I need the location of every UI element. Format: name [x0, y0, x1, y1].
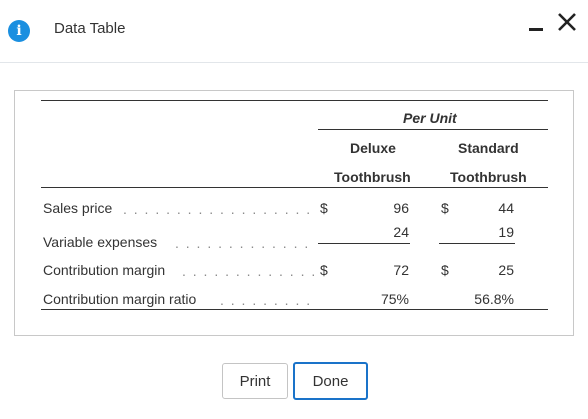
standard-header-line2: Toothbrush — [450, 169, 527, 185]
done-button[interactable]: Done — [293, 362, 368, 400]
header-rule — [41, 187, 548, 188]
deluxe-contribution-margin-ratio: 75% — [380, 291, 409, 307]
close-icon — [558, 13, 576, 31]
standard-contribution-margin-ratio: 56.8% — [474, 291, 514, 307]
table-bottom-rule — [41, 309, 548, 310]
subtotal-rule — [439, 243, 515, 244]
deluxe-sales-price-symbol: $ — [320, 200, 328, 216]
deluxe-sales-price: 96 — [393, 200, 409, 216]
row-label-variable-expenses: Variable expenses — [43, 234, 158, 250]
standard-variable-expenses: 19 — [498, 224, 514, 240]
title-bar: i Data Table — [0, 0, 588, 63]
table-top-rule — [41, 100, 548, 101]
standard-sales-price-symbol: $ — [441, 200, 449, 216]
standard-header-line1: Standard — [458, 140, 519, 156]
minimize-icon — [529, 28, 543, 31]
per-unit-rule — [318, 129, 548, 130]
leader-dots: . . . . . . . . . . . . . . . . . . . . … — [123, 201, 315, 215]
per-unit-header: Per Unit — [403, 110, 457, 126]
leader-dots: . . . . . . . . . . . . . . . . . . . . … — [182, 263, 315, 277]
data-table-panel: Per Unit Deluxe Toothbrush Standard Toot… — [14, 90, 574, 336]
deluxe-variable-expenses: 24 — [393, 224, 409, 240]
standard-contribution-margin-symbol: $ — [441, 262, 449, 278]
leader-dots: . . . . . . . . . . . . . . . — [220, 292, 315, 306]
standard-sales-price: 44 — [498, 200, 514, 216]
dialog-title: Data Table — [54, 20, 126, 37]
leader-dots: . . . . . . . . . . . . . . . . . . . . … — [175, 235, 315, 249]
close-button[interactable] — [553, 8, 581, 36]
row-label-contribution-margin: Contribution margin — [43, 262, 166, 278]
deluxe-contribution-margin-symbol: $ — [320, 262, 328, 278]
row-label-contribution-margin-ratio: Contribution margin ratio — [43, 291, 197, 307]
deluxe-header-line2: Toothbrush — [334, 169, 411, 185]
deluxe-contribution-margin: 72 — [393, 262, 409, 278]
print-button[interactable]: Print — [222, 363, 288, 399]
row-label-sales-price: Sales price — [43, 200, 113, 216]
subtotal-rule — [318, 243, 410, 244]
info-icon: i — [8, 20, 30, 42]
standard-contribution-margin: 25 — [498, 262, 514, 278]
minimize-button[interactable] — [527, 12, 547, 36]
deluxe-header-line1: Deluxe — [350, 140, 396, 156]
